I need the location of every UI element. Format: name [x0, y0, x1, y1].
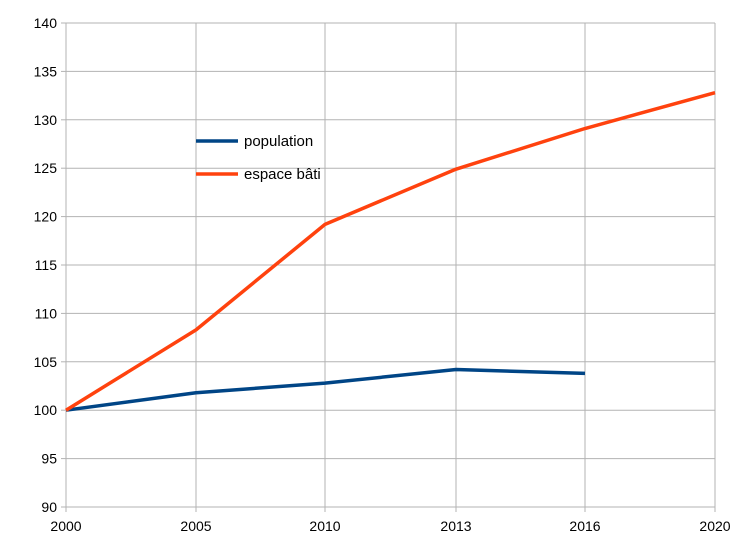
legend-label: espace bâti: [244, 166, 321, 183]
series-line-espace-bâti: [65, 91, 716, 412]
x-tick-label: 2020: [699, 518, 730, 534]
series-lines: [65, 91, 716, 412]
y-tick-label: 135: [34, 63, 58, 79]
x-tick-label: 2005: [180, 518, 211, 534]
x-tick-label: 2010: [309, 518, 340, 534]
y-tick-label: 100: [34, 402, 58, 418]
grid-lines: [65, 22, 716, 508]
x-tick-label: 2016: [569, 518, 600, 534]
x-tick-label: 2000: [50, 518, 81, 534]
x-tick-label: 2013: [440, 518, 471, 534]
legend: population espace bâti: [196, 133, 321, 183]
axes: [61, 22, 716, 512]
y-tick-label: 130: [34, 112, 58, 128]
y-axis-tick-labels: 90 95 100 105 110 115 120 125 130 135 140: [34, 15, 58, 515]
y-tick-label: 95: [41, 451, 57, 467]
y-tick-label: 125: [34, 160, 58, 176]
y-tick-label: 115: [35, 257, 58, 273]
y-tick-label: 90: [41, 499, 57, 515]
y-tick-label: 105: [34, 354, 58, 370]
y-tick-label: 140: [34, 15, 58, 31]
y-tick-label: 120: [34, 209, 58, 225]
y-tick-label: 110: [35, 305, 58, 321]
series-line-population: [65, 367, 586, 412]
legend-label: population: [244, 133, 313, 150]
x-axis-tick-labels: 2000 2005 2010 2013 2016 2020: [50, 518, 730, 534]
